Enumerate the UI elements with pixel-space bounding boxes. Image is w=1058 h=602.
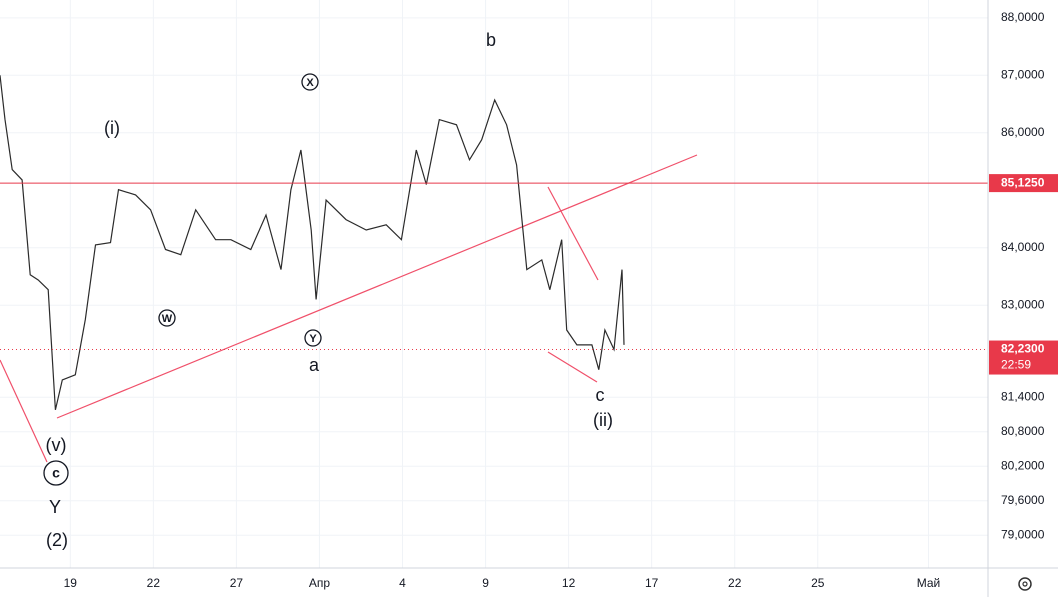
y-tick-label: 84,0000 bbox=[1001, 240, 1045, 254]
x-tick-label: 19 bbox=[64, 576, 78, 590]
grid bbox=[0, 0, 988, 568]
x-tick-label: 17 bbox=[645, 576, 659, 590]
axes: 88,0000 87,0000 86,0000 84,0000 83,0000 81,40… bbox=[64, 10, 1058, 590]
y-tick-label: 81,4000 bbox=[1001, 389, 1045, 403]
x-tick-label: Апр bbox=[309, 576, 331, 590]
last-price-label: 82,2300 bbox=[1001, 342, 1045, 356]
x-tick-label: 25 bbox=[811, 576, 825, 590]
level-label-bg bbox=[989, 174, 1058, 193]
annotation-circle bbox=[158, 309, 176, 327]
trend-line bbox=[56, 154, 698, 419]
wave-label: a bbox=[309, 355, 320, 375]
x-tick-label: 12 bbox=[562, 576, 576, 590]
y-tick-label: 79,6000 bbox=[1001, 493, 1045, 507]
y-tick-label: 80,2000 bbox=[1001, 458, 1045, 472]
annotation-circle bbox=[43, 460, 69, 486]
y-tick-label: 80,8000 bbox=[1001, 424, 1045, 438]
trend-line bbox=[547, 186, 599, 281]
wave-label: (v) bbox=[46, 435, 67, 455]
x-tick-label: 22 bbox=[147, 576, 161, 590]
drawings bbox=[0, 154, 698, 463]
level-label: 85,1250 bbox=[1001, 175, 1045, 189]
trend-line bbox=[547, 351, 598, 383]
x-tick-label: 9 bbox=[482, 576, 489, 590]
wave-label: W bbox=[162, 313, 173, 325]
wave-label: c bbox=[52, 465, 60, 481]
y-tick-label: 86,0000 bbox=[1001, 125, 1045, 139]
x-tick-label: 27 bbox=[230, 576, 244, 590]
last-price-timer: 22:59 bbox=[1001, 358, 1031, 372]
wave-label: X bbox=[306, 77, 314, 89]
wave-label: (2) bbox=[46, 530, 68, 550]
annotation-circle bbox=[301, 73, 319, 91]
y-tick-label: 79,0000 bbox=[1001, 527, 1045, 541]
x-tick-label: 22 bbox=[728, 576, 742, 590]
wave-label: Y bbox=[49, 497, 61, 517]
annotation-circle bbox=[304, 329, 322, 347]
wave-label: Y bbox=[309, 333, 317, 345]
wave-label: b bbox=[486, 30, 496, 50]
y-tick-label: 87,0000 bbox=[1001, 67, 1045, 81]
wave-label: (i) bbox=[104, 118, 120, 138]
settings-button[interactable] bbox=[1018, 577, 1032, 591]
x-tick-label: Май bbox=[917, 576, 941, 590]
last-price-bg bbox=[989, 340, 1058, 375]
price-line bbox=[0, 75, 625, 411]
trend-line bbox=[0, 359, 48, 463]
wave-label: (ii) bbox=[593, 410, 613, 430]
x-tick-label: 4 bbox=[399, 576, 406, 590]
wave-label: c bbox=[596, 385, 605, 405]
y-tick-label: 83,0000 bbox=[1001, 297, 1045, 311]
y-tick-label: 88,0000 bbox=[1001, 10, 1045, 24]
